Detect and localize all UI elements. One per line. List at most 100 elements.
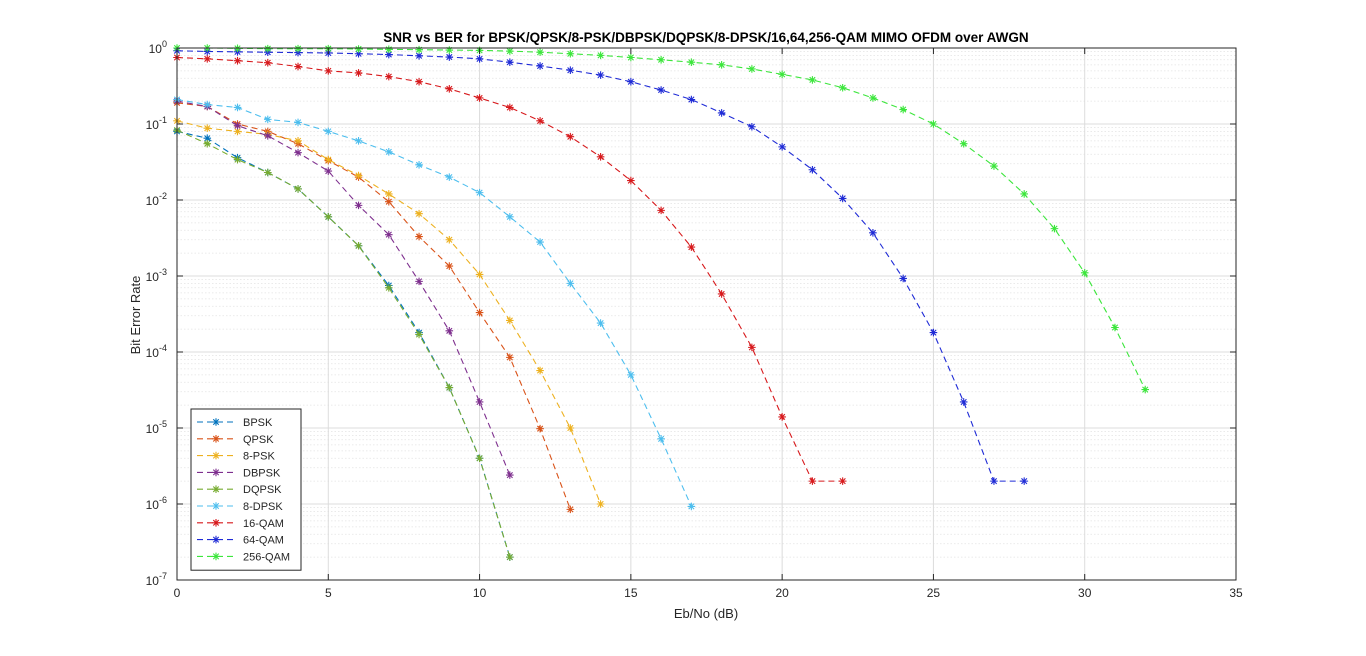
- data-point-8-dpsk: [475, 188, 484, 197]
- legend-label: DBPSK: [243, 467, 281, 479]
- legend-item-8-psk: 8-PSK: [197, 451, 275, 463]
- data-point-256-qam: [748, 65, 756, 73]
- legend: BPSK QPSK 8-PSK DBPSK DQPSK 8-DPSK 16-QAM 64-QA…: [190, 408, 302, 571]
- legend-item-16-qam: 16-QAM: [197, 518, 284, 530]
- data-point-256-qam: [566, 49, 575, 58]
- data-point-256-qam: [1141, 385, 1150, 394]
- data-point-256-qam: [808, 76, 817, 84]
- plot-frame: [176, 47, 1237, 581]
- data-point-dbpsk: [354, 201, 363, 210]
- data-point-16-qam: [445, 85, 454, 93]
- data-point-dqpsk: [415, 330, 423, 339]
- data-point-256-qam: [627, 53, 635, 62]
- series-line-bpsk: [176, 130, 511, 558]
- data-point-qpsk: [566, 505, 575, 514]
- data-point-dqpsk: [475, 454, 484, 463]
- data-point-256-qam: [506, 47, 514, 55]
- data-point-dbpsk: [475, 398, 484, 406]
- data-point-64-qam: [869, 229, 877, 237]
- data-point-qpsk: [385, 197, 393, 206]
- data-point-8-dpsk: [506, 213, 514, 221]
- legend-label: 8-DPSK: [243, 501, 283, 513]
- data-point-8-dpsk: [415, 161, 423, 169]
- series-16-qam: [173, 53, 847, 485]
- x-tick-label: 10: [473, 586, 487, 600]
- data-point-256-qam: [869, 94, 877, 102]
- series-line-8-psk: [176, 120, 602, 505]
- data-point-dbpsk: [385, 230, 393, 239]
- x-tick-label: 30: [1078, 586, 1092, 600]
- x-tick-label: 35: [1229, 586, 1243, 600]
- x-tick-label: 20: [775, 586, 789, 600]
- legend-marker: [212, 519, 220, 527]
- data-point-64-qam: [717, 109, 726, 117]
- data-point-dbpsk: [233, 121, 242, 130]
- data-point-dqpsk: [233, 155, 242, 164]
- series-line-dqpsk: [176, 129, 511, 558]
- data-point-256-qam: [687, 58, 696, 67]
- y-tick-label: 10-5: [146, 419, 167, 436]
- data-point-8-psk: [354, 171, 363, 180]
- legend-marker: [212, 502, 220, 510]
- data-point-16-qam: [203, 55, 212, 63]
- series-line-dbpsk: [176, 100, 511, 476]
- data-point-8-psk: [203, 124, 212, 133]
- data-point-64-qam: [536, 62, 544, 70]
- data-point-8-psk: [324, 155, 333, 164]
- legend-item-64-qam: 64-QAM: [197, 535, 284, 547]
- data-point-256-qam: [1080, 269, 1089, 277]
- data-point-8-psk: [233, 127, 242, 136]
- y-tick-label: 10-6: [146, 495, 167, 512]
- data-point-64-qam: [990, 477, 998, 485]
- data-point-256-qam: [838, 83, 847, 92]
- legend-marker: [212, 535, 220, 544]
- data-point-256-qam: [415, 45, 423, 54]
- data-point-8-dpsk: [657, 435, 665, 443]
- x-tick-label: 15: [624, 586, 638, 600]
- data-point-64-qam: [1020, 477, 1028, 485]
- data-point-16-qam: [778, 413, 786, 421]
- data-point-dbpsk: [506, 471, 514, 479]
- data-point-64-qam: [294, 48, 302, 57]
- data-point-8-dpsk: [596, 319, 605, 327]
- data-point-dqpsk: [324, 213, 333, 221]
- data-point-8-dpsk: [536, 238, 544, 246]
- data-point-8-dpsk: [233, 103, 242, 112]
- data-point-64-qam: [475, 55, 484, 63]
- data-point-dqpsk: [294, 185, 302, 193]
- data-point-8-dpsk: [354, 137, 363, 145]
- chart-title: SNR vs BER for BPSK/QPSK/8-PSK/DBPSK/DQP…: [383, 30, 1028, 45]
- data-point-8-dpsk: [324, 127, 333, 136]
- legend-label: 64-QAM: [243, 535, 284, 547]
- data-point-qpsk: [445, 262, 454, 270]
- data-point-dbpsk: [415, 277, 423, 286]
- data-point-dbpsk: [263, 131, 272, 140]
- data-point-8-dpsk: [263, 115, 272, 124]
- data-point-16-qam: [657, 206, 665, 215]
- y-axis: 100 10-1 10-2 10-3 10-4 10-5 10-6 10-7: [146, 39, 1236, 588]
- legend-marker: [212, 468, 220, 477]
- data-point-16-qam: [838, 477, 847, 485]
- plot-area: [177, 48, 1236, 580]
- data-point-256-qam: [1111, 323, 1119, 332]
- data-point-dqpsk: [203, 139, 212, 148]
- data-point-256-qam: [778, 70, 786, 79]
- data-point-8-dpsk: [385, 148, 393, 156]
- y-tick-label: 10-3: [146, 267, 167, 284]
- data-point-256-qam: [929, 120, 938, 128]
- data-point-64-qam: [657, 86, 665, 94]
- data-point-dqpsk: [445, 383, 454, 392]
- data-point-8-psk: [294, 137, 302, 145]
- data-point-64-qam: [959, 398, 968, 406]
- data-point-qpsk: [506, 353, 514, 362]
- data-point-256-qam: [899, 105, 907, 114]
- series-dbpsk: [173, 97, 514, 479]
- series-layer: [173, 44, 1150, 561]
- y-tick-label: 10-7: [146, 571, 167, 588]
- y-tick-label: 10-4: [146, 343, 167, 360]
- data-point-256-qam: [1050, 224, 1059, 233]
- legend-item-dqpsk: DQPSK: [197, 484, 282, 496]
- data-point-256-qam: [536, 48, 544, 57]
- data-point-64-qam: [899, 274, 907, 283]
